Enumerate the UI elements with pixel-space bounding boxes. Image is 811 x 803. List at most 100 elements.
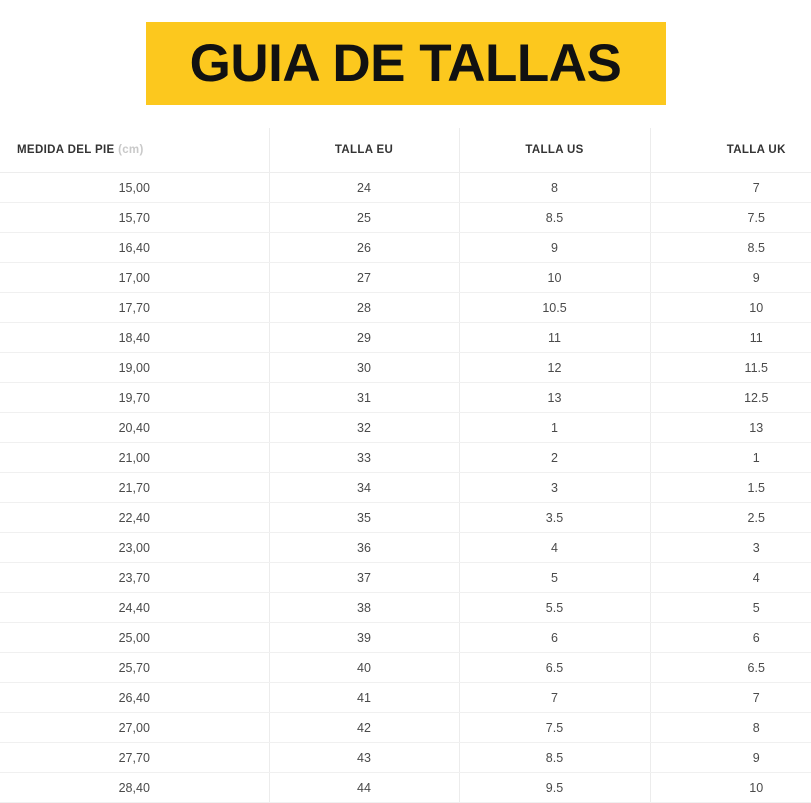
cell-uk: 7 (649, 172, 811, 203)
cell-us: 9 (458, 232, 650, 263)
column-header-foot-measure-label: MEDIDA DEL PIE (17, 144, 115, 156)
table-header-row: MEDIDA DEL PIE (cm) TALLA EU TALLA US TA… (0, 128, 811, 173)
cell-us: 6 (458, 622, 650, 653)
table-row: 17,70 28 10.5 10 (0, 292, 811, 323)
table-body: 15,00 24 8 7 15,70 25 8.5 7.5 16,40 26 9 8.5 17,00 27… (0, 172, 811, 803)
table-row: 23,70 37 5 4 (0, 562, 811, 593)
table-row: 16,40 26 9 8.5 (0, 232, 811, 263)
cell-eu: 39 (268, 622, 459, 653)
cell-eu: 41 (268, 682, 459, 713)
cell-uk: 12.5 (649, 382, 811, 413)
cell-foot-measure: 17,00 (0, 262, 269, 293)
cell-eu: 31 (268, 382, 459, 413)
table-row: 19,70 31 13 12.5 (0, 382, 811, 413)
cell-foot-measure: 23,00 (0, 532, 269, 563)
title-banner: GUIA DE TALLAS (145, 22, 666, 105)
column-header-uk: TALLA UK (649, 128, 811, 173)
cell-eu: 38 (268, 592, 459, 623)
table-row: 18,40 29 11 11 (0, 322, 811, 353)
cell-uk: 10 (649, 292, 811, 323)
banner-zone: GUIA DE TALLAS (0, 0, 811, 128)
column-header-uk-label: TALLA UK (726, 144, 786, 156)
column-header-foot-measure: MEDIDA DEL PIE (cm) (0, 128, 269, 173)
column-header-foot-measure-unit: (cm) (118, 144, 144, 156)
cell-us: 7 (458, 682, 650, 713)
cell-eu: 37 (268, 562, 459, 593)
cell-foot-measure: 16,40 (0, 232, 269, 263)
cell-us: 5.5 (458, 592, 650, 623)
table-row: 15,00 24 8 7 (0, 172, 811, 203)
cell-us: 3.5 (458, 502, 650, 533)
cell-uk: 6.5 (649, 652, 811, 683)
table-row: 24,40 38 5.5 5 (0, 592, 811, 623)
cell-us: 7.5 (458, 712, 650, 743)
cell-eu: 44 (268, 772, 459, 803)
column-header-us-label: TALLA US (525, 144, 584, 156)
cell-uk: 5 (649, 592, 811, 623)
cell-foot-measure: 24,40 (0, 592, 269, 623)
cell-eu: 42 (268, 712, 459, 743)
cell-us: 8.5 (458, 742, 650, 773)
cell-us: 6.5 (458, 652, 650, 683)
cell-foot-measure: 19,00 (0, 352, 269, 383)
page-title: GUIA DE TALLAS (189, 34, 622, 93)
cell-uk: 11.5 (649, 352, 811, 383)
table-header: MEDIDA DEL PIE (cm) TALLA EU TALLA US TA… (0, 128, 811, 173)
cell-uk: 11 (649, 322, 811, 353)
cell-uk: 7.5 (649, 202, 811, 233)
cell-eu: 28 (268, 292, 459, 323)
table-row: 20,40 32 1 13 (0, 412, 811, 443)
table-row: 17,00 27 10 9 (0, 262, 811, 293)
cell-eu: 25 (268, 202, 459, 233)
cell-uk: 8.5 (649, 232, 811, 263)
cell-eu: 26 (268, 232, 459, 263)
table-row: 21,00 33 2 1 (0, 442, 811, 473)
table-row: 26,40 41 7 7 (0, 682, 811, 713)
cell-uk: 13 (649, 412, 811, 443)
cell-us: 8.5 (458, 202, 650, 233)
cell-us: 12 (458, 352, 650, 383)
cell-foot-measure: 18,40 (0, 322, 269, 353)
cell-us: 9.5 (458, 772, 650, 803)
cell-us: 3 (458, 472, 650, 503)
table-row: 22,40 35 3.5 2.5 (0, 502, 811, 533)
cell-us: 1 (458, 412, 650, 443)
cell-us: 5 (458, 562, 650, 593)
table-row: 28,40 44 9.5 10 (0, 772, 811, 803)
cell-foot-measure: 27,70 (0, 742, 269, 773)
cell-uk: 7 (649, 682, 811, 713)
cell-foot-measure: 25,70 (0, 652, 269, 683)
table-row: 27,00 42 7.5 8 (0, 712, 811, 743)
table-row: 27,70 43 8.5 9 (0, 742, 811, 773)
cell-foot-measure: 21,70 (0, 472, 269, 503)
cell-foot-measure: 25,00 (0, 622, 269, 653)
column-header-eu: TALLA EU (268, 128, 459, 173)
table-row: 15,70 25 8.5 7.5 (0, 202, 811, 233)
cell-uk: 9 (649, 742, 811, 773)
size-guide-table: MEDIDA DEL PIE (cm) TALLA EU TALLA US TA… (0, 128, 811, 803)
cell-foot-measure: 17,70 (0, 292, 269, 323)
cell-us: 8 (458, 172, 650, 203)
cell-uk: 8 (649, 712, 811, 743)
cell-eu: 40 (268, 652, 459, 683)
cell-foot-measure: 23,70 (0, 562, 269, 593)
cell-foot-measure: 26,40 (0, 682, 269, 713)
cell-uk: 9 (649, 262, 811, 293)
cell-eu: 30 (268, 352, 459, 383)
cell-foot-measure: 22,40 (0, 502, 269, 533)
cell-eu: 24 (268, 172, 459, 203)
column-header-us: TALLA US (458, 128, 650, 173)
cell-eu: 34 (268, 472, 459, 503)
cell-uk: 4 (649, 562, 811, 593)
column-header-eu-label: TALLA EU (334, 144, 394, 156)
cell-foot-measure: 21,00 (0, 442, 269, 473)
cell-uk: 1.5 (649, 472, 811, 503)
table-row: 21,70 34 3 1.5 (0, 472, 811, 503)
cell-uk: 3 (649, 532, 811, 563)
cell-eu: 27 (268, 262, 459, 293)
cell-eu: 29 (268, 322, 459, 353)
cell-eu: 32 (268, 412, 459, 443)
table-row: 25,00 39 6 6 (0, 622, 811, 653)
cell-foot-measure: 19,70 (0, 382, 269, 413)
